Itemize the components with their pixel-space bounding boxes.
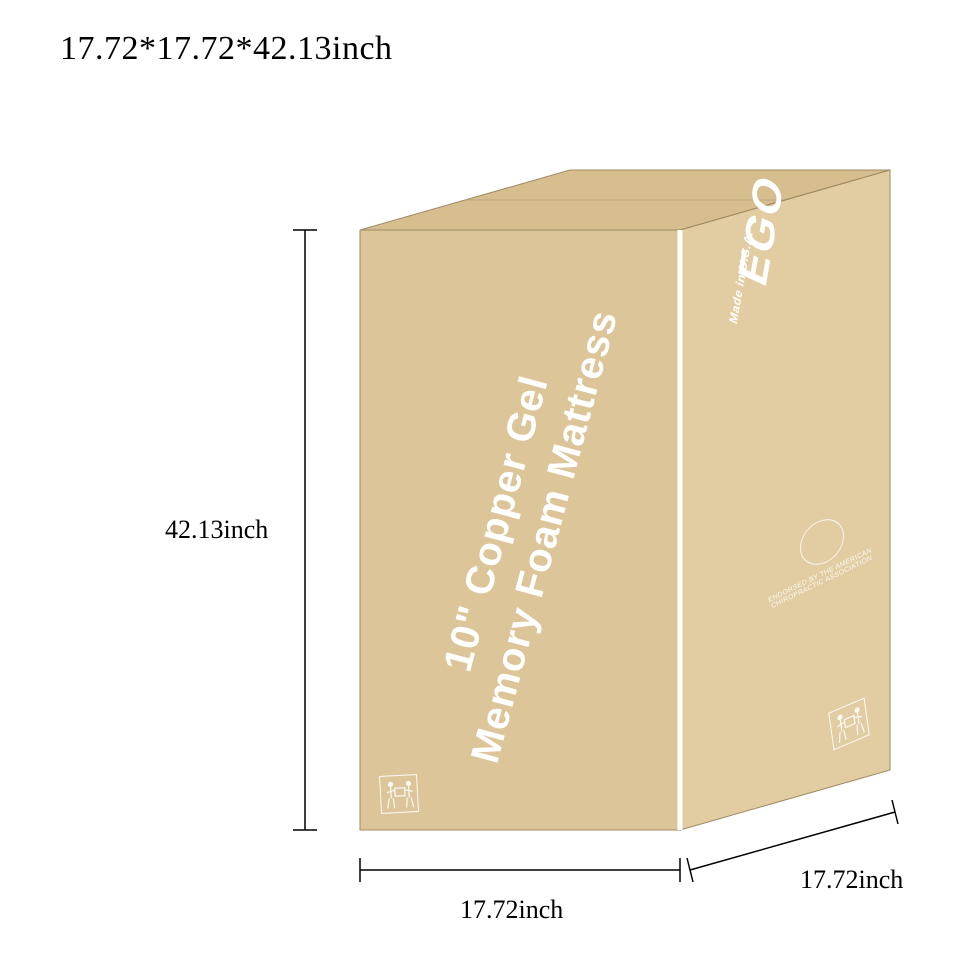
diagram-stage: 17.72*17.72*42.13inch 10" Copper Gel Mem… — [0, 0, 980, 980]
dim-width-label: 17.72inch — [460, 895, 563, 925]
dim-depth-label: 17.72inch — [800, 865, 903, 895]
team-lift-icon — [379, 774, 419, 814]
box-front-text: 10" Copper Gel Memory Foam Mattress — [370, 240, 670, 820]
title-dimensions: 17.72*17.72*42.13inch — [60, 30, 393, 68]
dim-height-label: 42.13inch — [165, 515, 268, 545]
